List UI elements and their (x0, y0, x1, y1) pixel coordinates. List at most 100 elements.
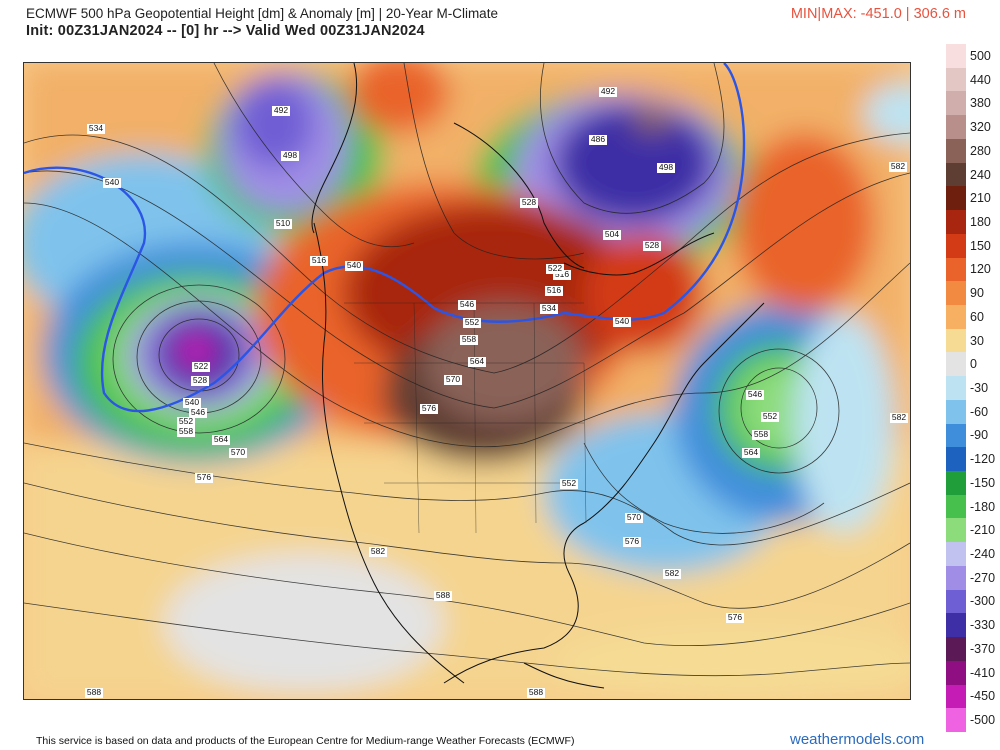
colorbar-tick-label: -60 (970, 404, 989, 419)
contour-label: 552 (177, 416, 195, 427)
svg-text:534: 534 (542, 303, 556, 313)
colorbar-segment (946, 376, 966, 401)
svg-text:582: 582 (892, 412, 906, 422)
brand-link[interactable]: weathermodels.com (790, 731, 925, 748)
contour-label: 510 (274, 218, 292, 229)
contour-label: 570 (229, 447, 247, 458)
colorbar-segment (946, 115, 966, 140)
anomaly-map: 534 540 498 510 516 492 492 486 498 504 528 528 516 5… (23, 62, 911, 700)
svg-text:558: 558 (754, 429, 768, 439)
svg-text:492: 492 (601, 86, 615, 96)
contour-label: 588 (527, 687, 545, 698)
svg-text:492: 492 (274, 105, 288, 115)
colorbar-tick-label: -180 (970, 499, 996, 514)
contour-label: 582 (890, 412, 908, 423)
colorbar-tick-label: 500 (970, 49, 991, 63)
svg-text:564: 564 (470, 356, 484, 366)
contour-label: 576 (420, 403, 438, 414)
colorbar-tick-label: -500 (970, 713, 996, 727)
svg-text:552: 552 (763, 411, 777, 421)
svg-text:528: 528 (522, 197, 536, 207)
colorbar-segment (946, 67, 966, 92)
colorbar-segment (946, 447, 966, 472)
chart-title: ECMWF 500 hPa Geopotential Height [dm] &… (26, 6, 498, 21)
svg-text:522: 522 (194, 361, 208, 371)
svg-text:558: 558 (179, 426, 193, 436)
contour-label: 558 (177, 426, 195, 437)
min-max-readout: MIN|MAX: -451.0 | 306.6 m (790, 6, 966, 22)
contour-label: 552 (463, 317, 481, 328)
colorbar-segment (946, 162, 966, 187)
colorbar-segment (946, 91, 966, 116)
colorbar-tick-label: -30 (970, 381, 989, 395)
contour-label: 540 (183, 397, 201, 408)
contour-label: 492 (599, 86, 617, 97)
svg-text:582: 582 (665, 568, 679, 578)
colorbar-segment (946, 565, 966, 591)
contour-label: 492 (272, 105, 290, 116)
contour-label: 570 (625, 512, 643, 523)
svg-text:504: 504 (605, 229, 619, 239)
svg-text:564: 564 (214, 434, 228, 444)
colorbar-segment (946, 304, 966, 330)
contour-label: 546 (458, 299, 476, 310)
svg-text:588: 588 (87, 687, 101, 697)
colorbar-tick-label: 380 (970, 96, 991, 111)
colorbar-segment (946, 494, 966, 519)
colorbar-tick-label: 280 (970, 143, 991, 158)
chart-subtitle: Init: 00Z31JAN2024 -- [0] hr --> Valid W… (26, 23, 425, 39)
svg-text:570: 570 (627, 512, 641, 522)
contour-label: 552 (560, 478, 578, 489)
colorbar-segment (946, 708, 966, 733)
footer-credit: This service is based on data and produc… (36, 735, 575, 747)
colorbar-segment (946, 352, 966, 377)
svg-text:588: 588 (529, 687, 543, 697)
colorbar-tick-label: -240 (970, 547, 996, 561)
colorbar-segment (946, 138, 966, 164)
svg-text:540: 540 (615, 316, 629, 326)
contour-label: 504 (603, 229, 621, 240)
colorbar-tick-label: -120 (970, 452, 996, 467)
contour-label: 564 (468, 356, 486, 367)
colorbar-tick-label: 440 (970, 72, 991, 87)
colorbar-tick-label: -150 (970, 475, 996, 490)
colorbar-tick-label: -300 (970, 594, 996, 609)
contour-label: 540 (345, 260, 363, 271)
contour-label: 498 (657, 162, 675, 173)
colorbar-tick-label: -370 (970, 641, 996, 656)
svg-text:540: 540 (185, 397, 199, 407)
svg-text:588: 588 (436, 590, 450, 600)
colorbar-segment (946, 210, 966, 235)
svg-text:552: 552 (562, 478, 576, 488)
contour-label: 522 (192, 361, 210, 372)
svg-text:582: 582 (891, 161, 905, 171)
colorbar-segment (946, 186, 966, 211)
colorbar-tick-label: 150 (970, 238, 991, 253)
colorbar-tick-label: -450 (970, 689, 996, 704)
colorbar-segment (946, 423, 966, 448)
colorbar-segment (946, 471, 966, 496)
svg-text:570: 570 (446, 374, 460, 384)
svg-text:540: 540 (105, 177, 119, 187)
colorbar-segment (946, 684, 966, 709)
colorbar-tick-label: 90 (970, 286, 984, 301)
svg-text:486: 486 (591, 134, 605, 144)
colorbar-segment (946, 542, 966, 567)
contour-label: 576 (195, 472, 213, 483)
contour-label: 576 (726, 612, 744, 623)
contour-label: 528 (643, 240, 661, 251)
contour-label: 588 (85, 687, 103, 698)
contour-label: 528 (520, 197, 538, 208)
colorbar-tick-label: 30 (970, 333, 984, 348)
svg-text:534: 534 (89, 123, 103, 133)
contour-label: 516 (545, 285, 563, 296)
colorbar-tick-label: -410 (970, 665, 996, 680)
colorbar-tick-label: 320 (970, 120, 991, 135)
contour-label: 528 (191, 375, 209, 386)
colorbar-segment (946, 613, 966, 638)
contour-label: 576 (623, 536, 641, 547)
colorbar-tick-label: 240 (970, 167, 991, 182)
svg-text:570: 570 (231, 447, 245, 457)
contour-label: 540 (613, 316, 631, 327)
colorbar-tick-label: 120 (970, 262, 991, 277)
